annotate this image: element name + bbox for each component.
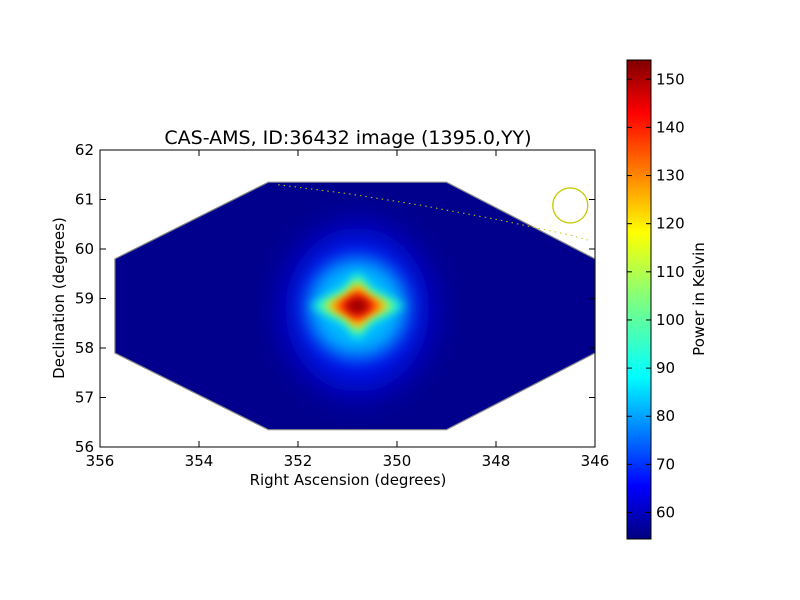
chart-title: CAS-AMS, ID:36432 image (1395.0,YY) — [164, 127, 531, 149]
x-tick-label: 352 — [284, 452, 313, 470]
y-tick-label: 56 — [75, 438, 94, 456]
x-tick-label: 348 — [482, 452, 511, 470]
x-tick-label: 356 — [86, 452, 115, 470]
horizon-curve — [278, 184, 591, 242]
y-tick-label: 59 — [75, 290, 94, 308]
source-circle — [552, 187, 589, 224]
y-axis: 56 57 58 59 60 61 62 — [75, 141, 595, 456]
colorbar-tick-label: 60 — [656, 504, 675, 522]
colorbar-tick-label: 140 — [656, 118, 685, 136]
x-tick-label: 346 — [581, 452, 610, 470]
y-axis-label: Declination (degrees) — [50, 217, 68, 379]
colorbar-tick-label: 80 — [656, 407, 675, 425]
y-tick-label: 60 — [75, 240, 94, 258]
colorbar-label: Power in Kelvin — [690, 242, 708, 356]
colorbar-tick-label: 130 — [656, 167, 685, 185]
x-tick-label: 350 — [383, 452, 412, 470]
heat-peak — [346, 298, 369, 313]
colorbar-tick-label: 110 — [656, 263, 685, 281]
heat-core — [309, 271, 406, 340]
y-tick-label: 61 — [75, 191, 94, 209]
x-axis-label: Right Ascension (degrees) — [250, 471, 447, 489]
colorbar-tick-label: 90 — [656, 359, 675, 377]
colorbar-axis: 60 70 80 90 100 110 120 130 140 150 — [627, 70, 685, 522]
colorbar-tick-label: 100 — [656, 311, 685, 329]
heatmap-image — [114, 182, 596, 430]
colorbar-tick-label: 120 — [656, 215, 685, 233]
x-axis: 356 354 352 350 348 346 — [86, 150, 610, 470]
x-tick-label: 354 — [185, 452, 214, 470]
colorbar-tick-label: 150 — [656, 70, 685, 88]
colorbar — [626, 59, 652, 540]
colorbar-tick-label: 70 — [656, 455, 675, 473]
y-tick-label: 62 — [75, 141, 94, 159]
y-tick-label: 57 — [75, 389, 94, 407]
y-tick-label: 58 — [75, 339, 94, 357]
